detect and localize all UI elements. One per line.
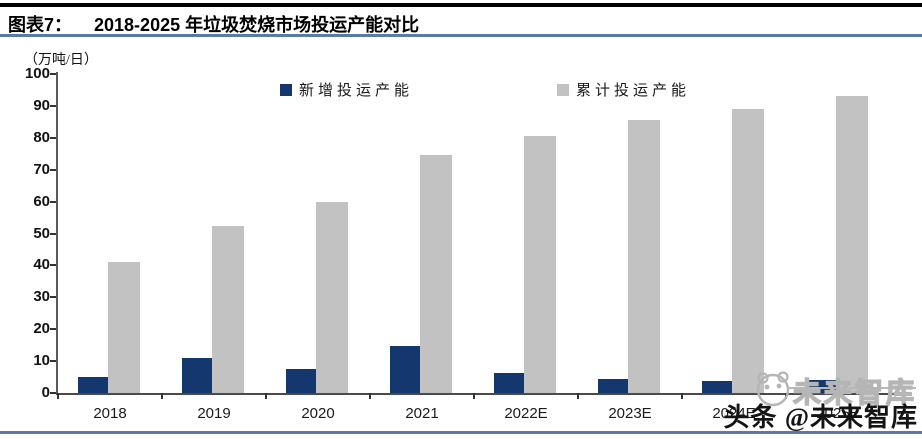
y-axis-tick bbox=[50, 296, 56, 299]
y-axis-tick-label: 100 bbox=[24, 65, 50, 82]
y-axis-tick-label: 30 bbox=[33, 288, 50, 306]
chart-legend: 新增投运产能 累计投运产能 bbox=[0, 79, 922, 100]
watermark-logo-text: 未来智库 bbox=[792, 377, 918, 409]
bar-new-2021 bbox=[390, 346, 420, 393]
y-axis-tick-label: 20 bbox=[33, 320, 50, 338]
watermark-strike-line bbox=[788, 387, 916, 389]
x-axis-tick bbox=[577, 393, 579, 399]
legend-label: 新增投运产能 bbox=[299, 83, 414, 99]
y-axis-tick-label: 80 bbox=[33, 128, 50, 146]
y-axis-tick-label: 60 bbox=[33, 192, 50, 210]
bar-cumulative-2022E bbox=[524, 135, 556, 393]
bar-new-2022E bbox=[494, 373, 524, 393]
x-axis-tick bbox=[57, 393, 59, 399]
bar-cumulative-2023E bbox=[628, 120, 660, 393]
y-axis-tick bbox=[50, 200, 56, 203]
y-axis-line bbox=[56, 72, 58, 393]
y-axis-tick bbox=[50, 104, 56, 107]
legend-swatch-icon bbox=[557, 83, 569, 96]
chart-title-row: 图表7： 2018-2025 年垃圾焚烧市场投运产能对比 bbox=[8, 11, 918, 37]
bar-new-2019 bbox=[182, 357, 212, 393]
bar-cumulative-2020 bbox=[316, 201, 348, 393]
top-divider bbox=[0, 3, 922, 7]
y-axis-tick bbox=[50, 232, 56, 235]
chart-area: 2018 2019 2020 2021 2022E 2023E 2024E 2025E 0 10… bbox=[0, 65, 922, 434]
y-axis-tick-label: 10 bbox=[33, 352, 50, 370]
y-axis-tick bbox=[50, 360, 56, 363]
y-axis-unit-label: （万吨/日） bbox=[24, 53, 98, 68]
x-axis-label-2021: 2021 bbox=[405, 405, 439, 422]
figure-label: 图表7： bbox=[8, 15, 73, 35]
watermark-byline: 头条 @未来智库 bbox=[723, 403, 918, 432]
bar-new-2025E bbox=[806, 380, 836, 393]
x-axis-tick bbox=[473, 393, 475, 399]
watermark-logo-icon bbox=[756, 371, 790, 407]
x-axis-label-2025E: 2025E bbox=[816, 405, 860, 422]
x-axis-label-2019: 2019 bbox=[197, 405, 231, 422]
legend-swatch-icon bbox=[280, 83, 292, 96]
y-axis-tick bbox=[50, 136, 56, 139]
x-axis-label-2023E: 2023E bbox=[608, 405, 652, 422]
y-axis-tick-label: 70 bbox=[33, 160, 50, 178]
bar-cumulative-2024E bbox=[732, 109, 764, 393]
y-axis-tick-label: 40 bbox=[33, 256, 50, 274]
bar-cumulative-2021 bbox=[420, 155, 452, 393]
bar-new-2024E bbox=[702, 380, 732, 393]
y-axis-tick-label: 50 bbox=[33, 224, 50, 242]
bar-new-2020 bbox=[286, 369, 316, 393]
x-axis-label-2022E: 2022E bbox=[504, 405, 548, 422]
x-axis-label-2020: 2020 bbox=[301, 405, 335, 422]
y-axis-tick bbox=[50, 73, 56, 75]
bar-cumulative-2025E bbox=[836, 96, 868, 393]
y-axis-tick bbox=[50, 392, 56, 394]
y-axis-tick bbox=[50, 264, 56, 267]
y-axis-tick bbox=[50, 168, 56, 171]
y-axis-tick bbox=[50, 328, 56, 331]
y-axis-tick-label: 90 bbox=[33, 96, 50, 114]
x-axis-tick bbox=[681, 393, 683, 399]
x-axis-line bbox=[56, 393, 901, 395]
page-title: 2018-2025 年垃圾焚烧市场投运产能对比 bbox=[94, 15, 420, 35]
y-axis-tick-label: 0 bbox=[41, 384, 50, 401]
x-axis-tick bbox=[161, 393, 163, 399]
x-axis-label-2024E: 2024E bbox=[712, 405, 756, 422]
bar-cumulative-2018 bbox=[108, 262, 140, 393]
plot-area: 2018 2019 2020 2021 2022E 2023E 2024E 2025E bbox=[50, 72, 901, 422]
x-axis-label-2018: 2018 bbox=[93, 405, 127, 422]
bar-new-2023E bbox=[598, 378, 628, 393]
bar-cumulative-2019 bbox=[212, 225, 244, 393]
legend-item-new: 新增投运产能 bbox=[280, 79, 413, 100]
x-axis-tick bbox=[369, 393, 371, 399]
bottom-divider bbox=[0, 431, 922, 434]
x-axis-tick bbox=[889, 393, 891, 399]
legend-label: 累计投运产能 bbox=[576, 83, 691, 99]
x-axis-tick bbox=[265, 393, 267, 399]
title-divider bbox=[0, 34, 922, 37]
legend-item-cumulative: 累计投运产能 bbox=[557, 79, 690, 100]
bar-new-2018 bbox=[78, 377, 108, 393]
